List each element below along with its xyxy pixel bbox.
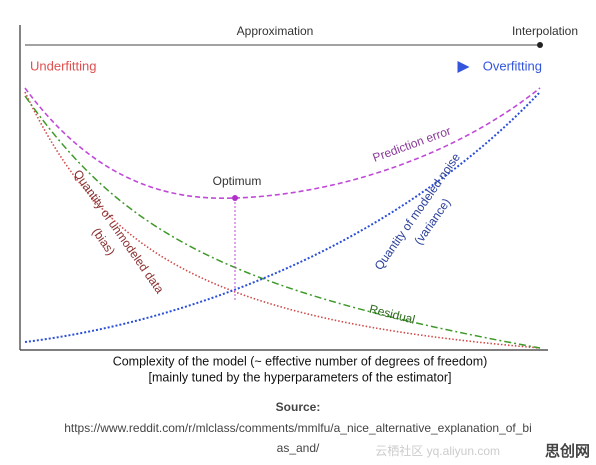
residual-label: Residual — [368, 302, 417, 327]
source-url: https://www.reddit.com/r/mlclass/comment… — [64, 421, 532, 435]
underfitting-label: Underfitting — [30, 58, 96, 73]
watermark-brand: 思创网 — [545, 442, 590, 460]
bias-curve — [24, 91, 541, 349]
watermark: 云栖社区 yq.aliyun.com — [375, 443, 500, 458]
x-axis-subtitle: [mainly tuned by the hyperparameters of … — [149, 370, 452, 384]
bias-label: Quantity of unmodeled data — [71, 167, 167, 296]
prediction-error-curve — [24, 87, 541, 200]
approximation-label: Approximation — [237, 24, 314, 38]
optimum-label: Optimum — [213, 174, 262, 188]
overfitting-label: Overfitting — [483, 58, 542, 73]
source-url: as_and/ — [277, 441, 320, 455]
residual-curve — [24, 95, 541, 349]
interpolation-label: Interpolation — [512, 24, 578, 38]
prediction-error-label: Prediction error — [371, 124, 453, 165]
x-axis-title: Complexity of the model (~ effective num… — [113, 354, 488, 368]
source-heading: Source: — [276, 400, 321, 414]
optimum-dot — [232, 195, 238, 201]
variance-label: Quantity of modeled noise — [372, 150, 464, 273]
top-dot — [537, 42, 543, 48]
